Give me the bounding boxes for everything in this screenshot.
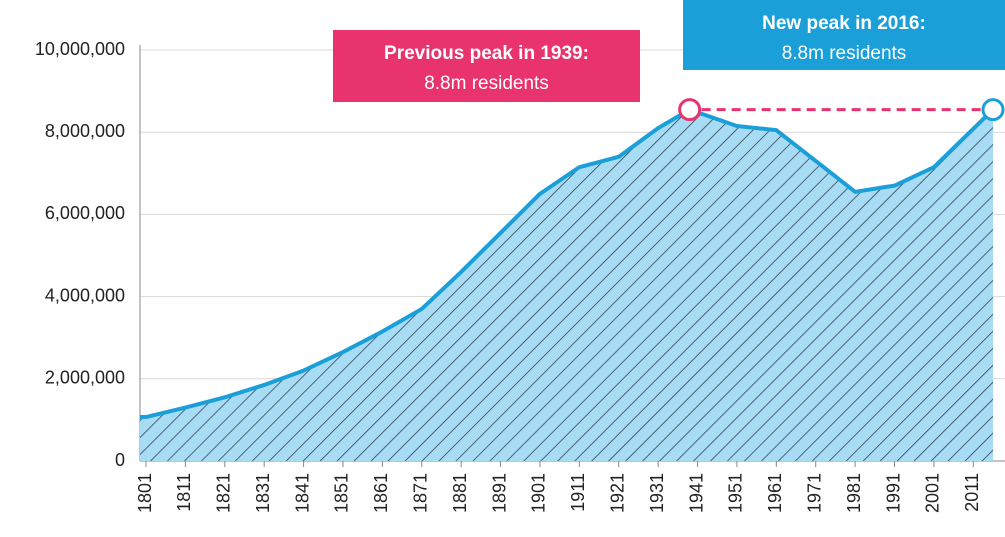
x-tick-label: 1821 — [214, 473, 234, 513]
annotation-box — [333, 30, 640, 102]
x-tick-label: 1811 — [174, 473, 194, 512]
x-tick-label: 1871 — [411, 473, 431, 513]
annotation-box — [683, 0, 1005, 70]
x-tick-label: 1981 — [844, 473, 864, 513]
x-tick-label: 1941 — [686, 473, 706, 513]
x-tick-label: 1991 — [883, 473, 903, 513]
annotation-text: 8.8m residents — [782, 43, 907, 64]
y-tick-label: 2,000,000 — [45, 368, 125, 388]
annotation-title: Previous peak in 1939: — [384, 43, 589, 64]
annotation-title: New peak in 2016: — [762, 13, 926, 34]
x-tick-label: 2011 — [962, 473, 982, 512]
x-tick-label: 1831 — [253, 473, 273, 513]
y-tick-label: 4,000,000 — [45, 285, 125, 305]
x-tick-label: 1971 — [804, 473, 824, 513]
x-tick-label: 1901 — [529, 473, 549, 513]
x-tick-label: 1961 — [765, 473, 785, 513]
x-tick-label: 1931 — [647, 473, 667, 513]
line — [140, 107, 995, 420]
x-tick-label: 1801 — [135, 473, 155, 513]
area — [140, 109, 993, 461]
y-tick-label: 10,000,000 — [35, 39, 125, 59]
x-tick-label: 1851 — [332, 473, 352, 513]
x-tick-label: 2001 — [923, 473, 943, 513]
annotation-text: 8.8m residents — [424, 73, 549, 94]
x-tick-label: 1911 — [568, 473, 588, 512]
y-tick-label: 8,000,000 — [45, 121, 125, 141]
x-tick-label: 1921 — [607, 473, 627, 513]
x-tick-label: 1841 — [292, 473, 312, 513]
x-tick-label: 1861 — [371, 473, 391, 513]
x-tick-label: 1881 — [450, 473, 470, 513]
x-tick-label: 1951 — [726, 473, 746, 513]
x-tick-label: 1891 — [489, 473, 509, 513]
peak-marker — [678, 98, 702, 122]
y-tick-label: 6,000,000 — [45, 203, 125, 223]
y-tick-label: 0 — [115, 450, 125, 470]
peak-marker — [981, 98, 1005, 122]
